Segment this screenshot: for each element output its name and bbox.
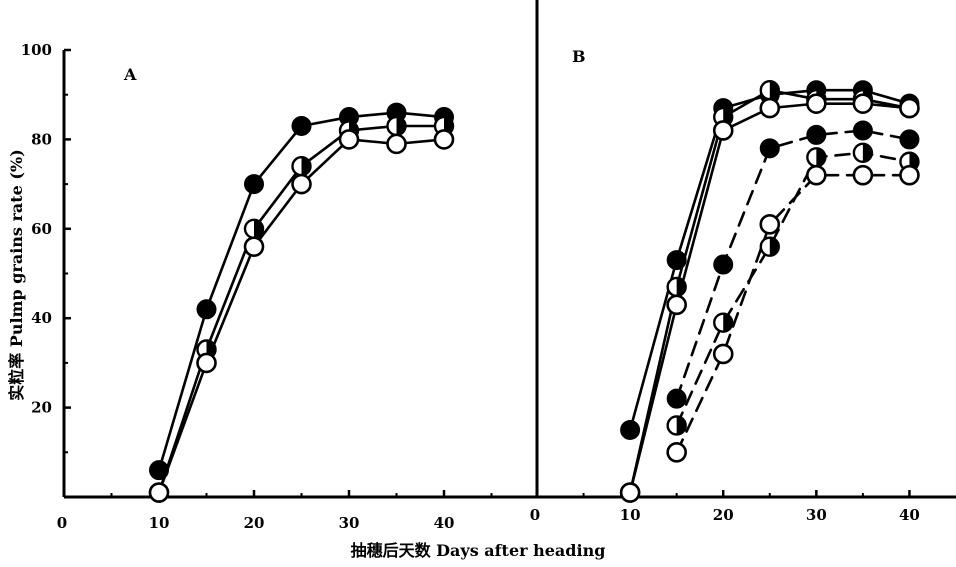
series-6-point (712, 343, 734, 365)
series-3-point (899, 97, 920, 119)
series-1-point (149, 460, 169, 481)
series-3-point (433, 129, 455, 150)
series-2-point (291, 156, 312, 177)
x-tick-label: 20 (713, 506, 734, 524)
panel-label: B (572, 47, 586, 66)
series-1-point (244, 174, 264, 195)
series-6-point (666, 441, 687, 463)
series-3-point (338, 129, 360, 150)
series-4-point (713, 254, 734, 275)
x-tick-label: 40 (899, 506, 920, 524)
x-axis-title: 抽穗后天数 Days after heading (351, 541, 606, 560)
series-3-point (852, 93, 874, 114)
series-2-point (759, 80, 780, 101)
series-5-point (666, 415, 687, 436)
y-tick-label: 40 (31, 309, 52, 327)
series-1-point (291, 115, 312, 136)
series-3-point (712, 120, 734, 141)
series-3-point (148, 482, 170, 503)
series-5-point (759, 236, 780, 257)
series-4-point (899, 129, 920, 150)
series-5-point (713, 312, 734, 333)
x-tick-label: 30 (339, 514, 360, 532)
series-3-point (196, 352, 217, 374)
series-2-point (666, 276, 687, 298)
series-4-point (852, 120, 873, 141)
panel-label: A (123, 65, 137, 84)
series-4-point (759, 138, 780, 159)
series-3-point (386, 133, 407, 155)
x-tick-label: 40 (434, 514, 455, 532)
x-tick-label: 20 (244, 514, 265, 532)
x-tick-label: 10 (149, 514, 170, 532)
series-2-point (243, 218, 265, 240)
series-5-point (852, 142, 874, 164)
series-3-point (619, 482, 641, 503)
series-4-point (806, 124, 827, 145)
series-1-point (666, 250, 687, 271)
series-6-point (806, 164, 827, 186)
series-5-point (806, 147, 827, 168)
series-2-point (386, 115, 407, 137)
y-tick-label: 60 (31, 220, 52, 238)
x-tick-label: 30 (806, 506, 827, 524)
x-tick-label: 0 (530, 506, 540, 524)
series-6-point (852, 164, 874, 186)
series-3-point (759, 97, 781, 119)
series-3-point (666, 294, 687, 316)
series-6-point (759, 214, 781, 235)
y-tick-label: 100 (21, 41, 52, 59)
series-6-point (899, 164, 920, 186)
panel-b: 0 10 20 30 40 B (530, 0, 956, 524)
series-1-point (196, 299, 217, 320)
panel-a: 0 10 20 30 40 20 40 60 80 100 A (21, 41, 539, 532)
series-4-point (666, 388, 687, 409)
series-3-point (806, 93, 827, 114)
y-tick-label: 20 (31, 399, 52, 417)
x-tick-label: 10 (620, 506, 641, 524)
series-5-line (675, 151, 911, 427)
y-axis-title: 实粒率 Pulmp grains rate (%) (7, 149, 26, 401)
y-tick-label: 80 (31, 130, 52, 148)
series-6-line (675, 173, 911, 454)
x-tick-label: 0 (57, 514, 67, 532)
series-3-point (291, 173, 312, 195)
series-1-point (620, 419, 641, 440)
series-3-point (243, 236, 265, 257)
